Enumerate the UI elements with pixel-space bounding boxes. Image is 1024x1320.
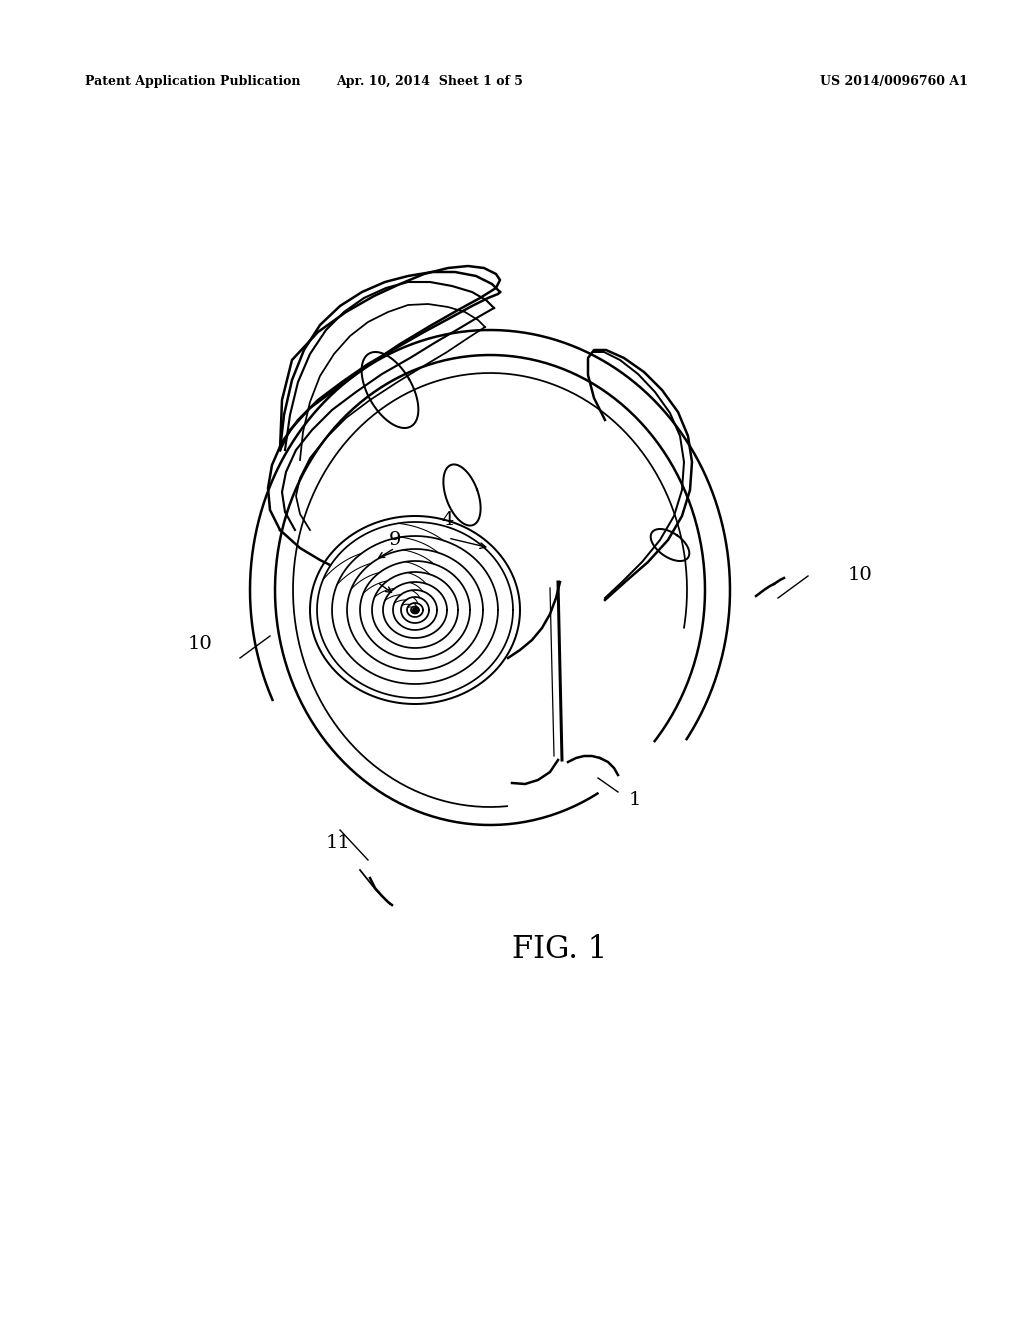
Text: FIG. 1: FIG. 1 [512, 935, 607, 965]
Text: 1: 1 [629, 791, 641, 809]
Text: 10: 10 [848, 566, 872, 583]
Text: Apr. 10, 2014  Sheet 1 of 5: Apr. 10, 2014 Sheet 1 of 5 [337, 75, 523, 88]
Text: 11: 11 [326, 834, 350, 851]
Text: US 2014/0096760 A1: US 2014/0096760 A1 [820, 75, 968, 88]
Text: 4: 4 [441, 511, 455, 529]
Text: Patent Application Publication: Patent Application Publication [85, 75, 300, 88]
Text: 10: 10 [187, 635, 212, 653]
Text: 9: 9 [389, 531, 401, 549]
